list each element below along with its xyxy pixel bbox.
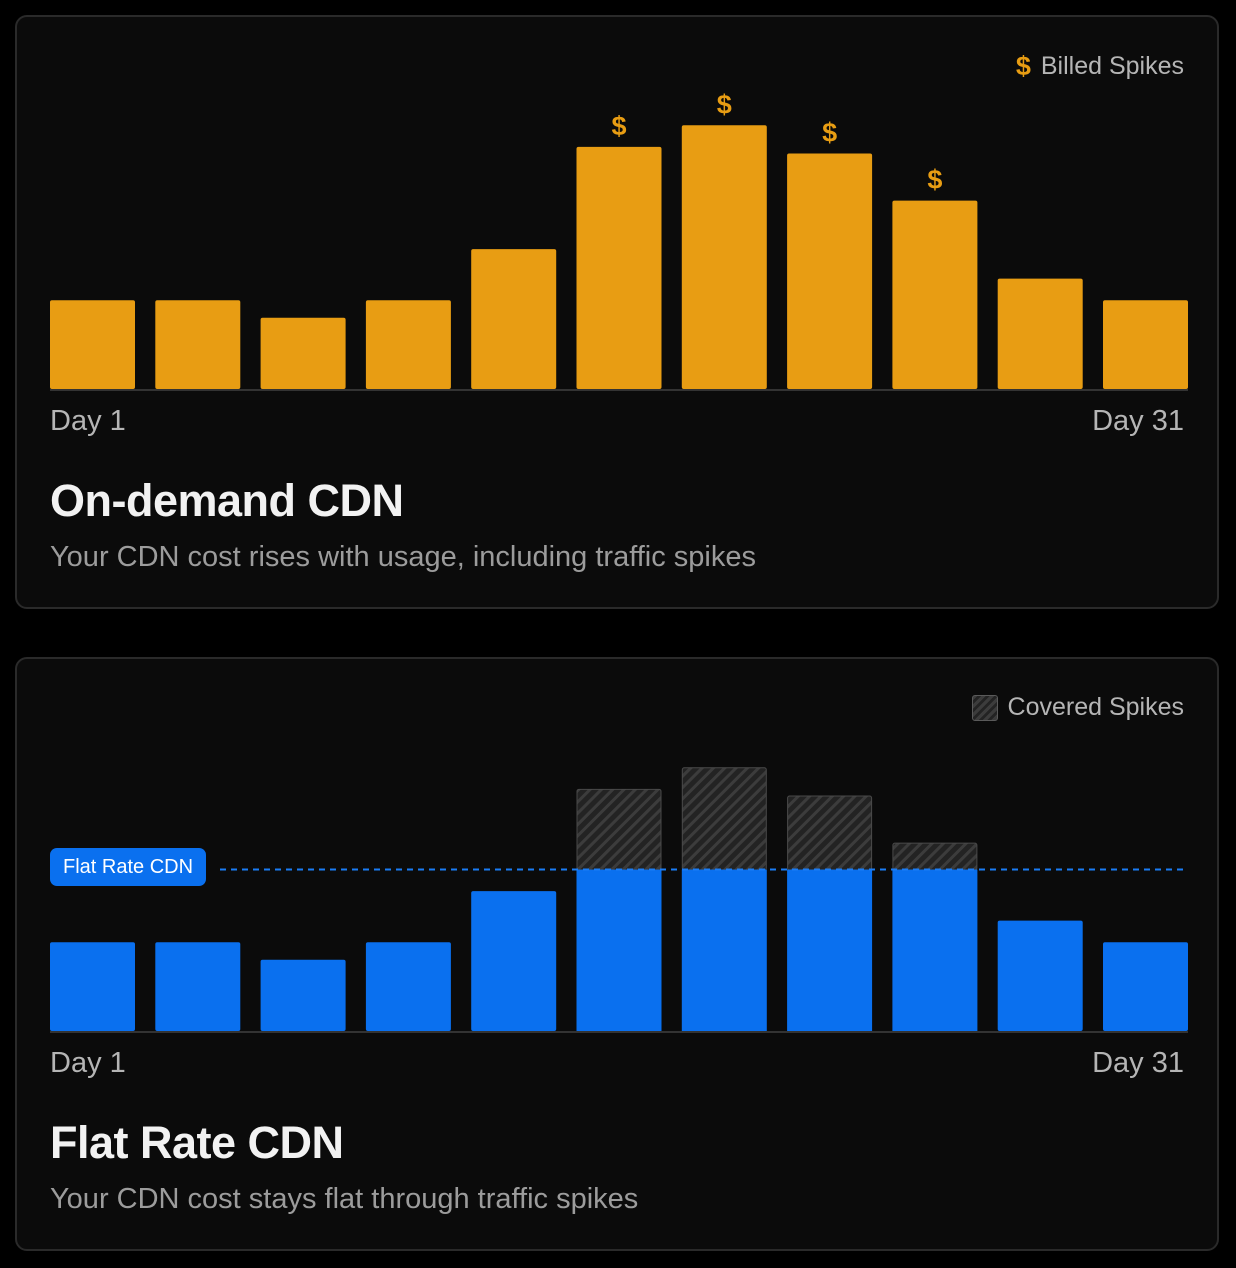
legend-label: Covered Spikes	[1007, 693, 1184, 721]
card-title: Flat Rate CDN	[50, 1117, 344, 1168]
covered-spike-segment	[787, 795, 873, 871]
bar	[1103, 300, 1188, 389]
bar	[260, 959, 346, 1031]
dollar-icon: $	[1015, 51, 1031, 81]
x-axis-start-label: Day 1	[50, 405, 126, 437]
flat-rate-cdn-card: Covered Spikes Flat Rate CDN Day 1 Day 3…	[15, 657, 1219, 1251]
dollar-icon: $	[822, 118, 837, 148]
bar	[471, 891, 557, 1031]
dollar-icon: $	[717, 89, 732, 119]
hatched-swatch-icon	[971, 694, 998, 721]
bar	[471, 249, 557, 389]
x-axis-start-label: Day 1	[50, 1047, 126, 1079]
flat-rate-bar-chart	[50, 767, 1188, 1033]
card-subtitle: Your CDN cost stays flat through traffic…	[50, 1183, 639, 1215]
bar	[997, 920, 1083, 1031]
covered-spikes-legend: Covered Spikes	[971, 693, 1184, 722]
bar	[681, 869, 767, 1031]
card-title: On-demand CDN	[50, 475, 404, 526]
bar	[576, 869, 662, 1031]
bar	[1103, 942, 1188, 1031]
x-axis-end-label: Day 31	[1092, 1047, 1184, 1079]
x-axis-end-label: Day 31	[1092, 405, 1184, 437]
bar	[155, 300, 241, 389]
flat-rate-line-label: Flat Rate CDN	[50, 848, 207, 886]
bar	[997, 278, 1083, 389]
on-demand-bar-chart: $ $ $ $	[50, 89, 1188, 391]
dollar-icon: $	[611, 111, 626, 141]
bar	[50, 942, 135, 1031]
bar	[576, 146, 662, 389]
dollar-icon: $	[927, 165, 942, 195]
bar	[892, 869, 978, 1031]
covered-spike-segment	[576, 788, 662, 871]
bar	[260, 317, 346, 389]
legend-label: Billed Spikes	[1040, 52, 1184, 80]
billed-spikes-legend: $ Billed Spikes	[1016, 51, 1184, 82]
bar	[787, 869, 873, 1031]
on-demand-cdn-card: $ $ $ $ $ Billed Spikes Day 1 Day 31 On-dem…	[15, 15, 1219, 609]
covered-spike-segment	[892, 842, 978, 871]
bar	[50, 300, 135, 389]
bar	[365, 300, 451, 389]
bar	[365, 942, 451, 1031]
covered-spike-segment	[681, 767, 767, 871]
bar	[892, 200, 978, 389]
bar	[787, 153, 873, 389]
bar	[681, 125, 767, 390]
card-subtitle: Your CDN cost rises with usage, includin…	[50, 541, 756, 573]
bar	[155, 942, 241, 1031]
